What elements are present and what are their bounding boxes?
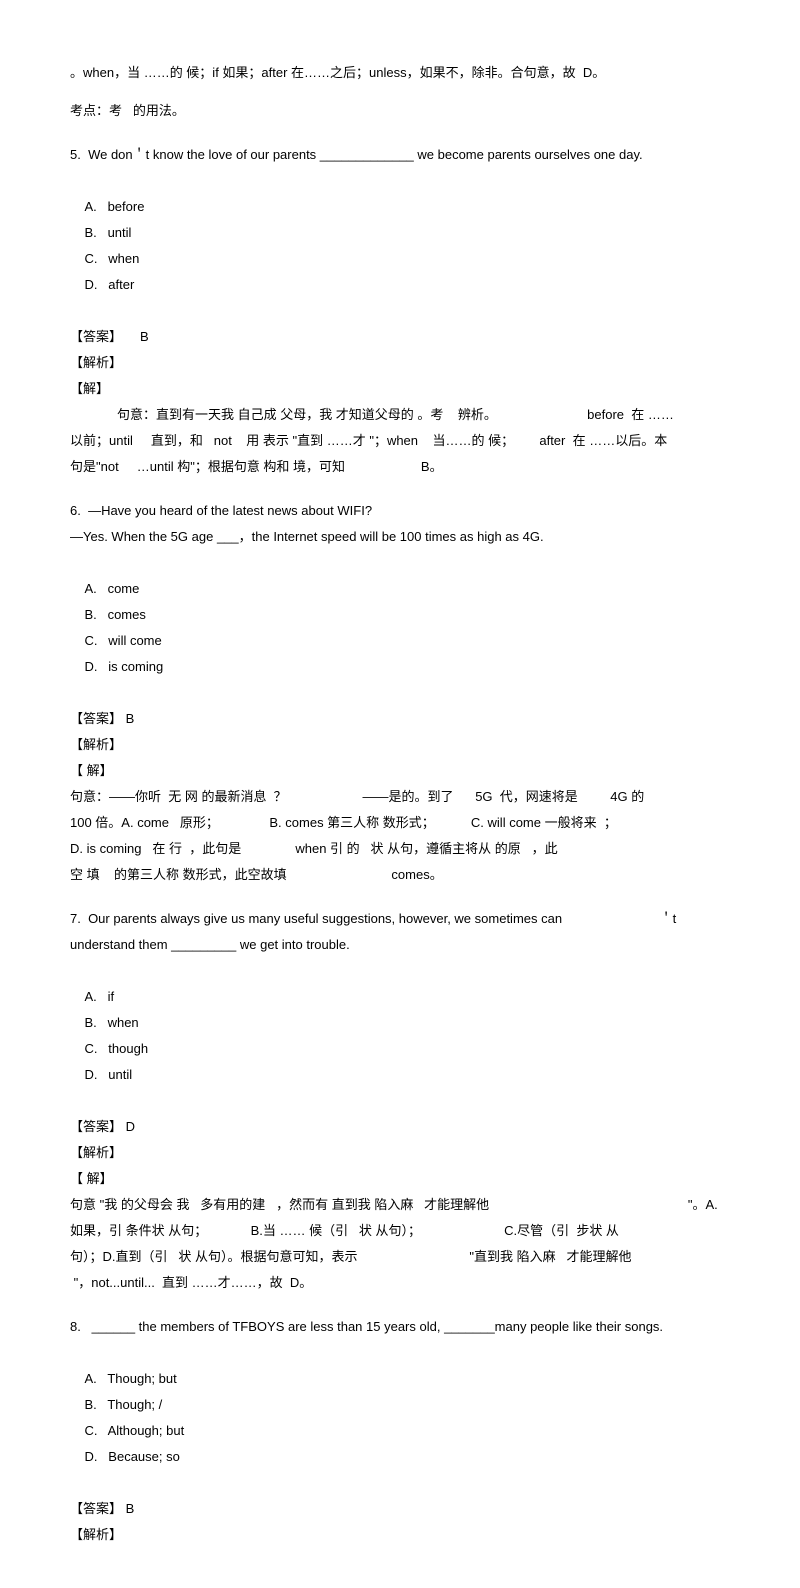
- q5-answer: 【答案】 B: [70, 324, 730, 350]
- q6-l2: 100 倍。A. come 原形； B. comes 第三人称 数形式； C. …: [70, 810, 730, 836]
- q7-stem2: understand them _________ we get into tr…: [70, 932, 730, 958]
- q5-jiexi: 【解析】: [70, 350, 730, 376]
- q7-l3: 句）；D.直到（引 状 从句）。根据句意可知，表示 "直到我 陷入麻 才能理解他: [70, 1244, 730, 1270]
- q6-l3: D. is coming 在 行 ，此句是 when 引 的 状 从句，遵循主将…: [70, 836, 730, 862]
- q7-optB: B. when: [84, 1010, 254, 1036]
- intro-line: 。when，当 ……的 候；if 如果；after 在……之后；unless，如…: [70, 60, 730, 86]
- q5-optB: B. until: [84, 220, 254, 246]
- q6-optB: B. comes: [84, 602, 254, 628]
- q6-stem2: —Yes. When the 5G age ___，the Internet s…: [70, 524, 730, 550]
- q7-l4: "，not...until... 直到 ……才……，故 D。: [70, 1270, 730, 1296]
- q6-l4: 空 填 的第三人称 数形式，此空故填 comes。: [70, 862, 730, 888]
- q8-optD: D. Because; so: [84, 1444, 179, 1470]
- q6-options: A. come B. comes C. will come D. is comi…: [70, 550, 730, 706]
- q7-optC: C. though: [84, 1036, 254, 1062]
- q5-optD: D. after: [84, 272, 134, 298]
- q8-jiexi: 【解析】: [70, 1522, 730, 1548]
- q7-jie: 【 解】: [70, 1166, 730, 1192]
- q8-optA: A. Though; but: [84, 1366, 254, 1392]
- q8-optC: C. Although; but: [84, 1418, 254, 1444]
- q8-stem: 8. ______ the members of TFBOYS are less…: [70, 1314, 730, 1340]
- q7-l2: 如果，引 条件状 从句； B.当 …… 候（引 状 从句）； C.尽管（引 步状…: [70, 1218, 730, 1244]
- q5-l1: 句意：直到有一天我 自己成 父母，我 才知道父母的 。考 辨析。 before …: [70, 402, 730, 428]
- q6-jie: 【 解】: [70, 758, 730, 784]
- q6-optA: A. come: [84, 576, 254, 602]
- q7-optD: D. until: [84, 1062, 132, 1088]
- q7-answer: 【答案】 D: [70, 1114, 730, 1140]
- q5-optA: A. before: [84, 194, 254, 220]
- q5-options: A. before B. until C. when D. after: [70, 168, 730, 324]
- q6-optD: D. is coming: [84, 654, 163, 680]
- q8-answer: 【答案】 B: [70, 1496, 730, 1522]
- q6-jiexi: 【解析】: [70, 732, 730, 758]
- q6-answer: 【答案】 B: [70, 706, 730, 732]
- intro-kaodian: 考点：考 的用法。: [70, 98, 730, 124]
- q5-l3: 句是"not …until 构"；根据句意 构和 境，可知 B。: [70, 454, 730, 480]
- q7-optA: A. if: [84, 984, 254, 1010]
- q8-optB: B. Though; /: [84, 1392, 254, 1418]
- q7-jiexi: 【解析】: [70, 1140, 730, 1166]
- q5-l2: 以前；until 直到，和 not 用 表示 "直到 ……才 "；when 当……: [70, 428, 730, 454]
- page-content: 。when，当 ……的 候；if 如果；after 在……之后；unless，如…: [0, 0, 800, 1588]
- q7-l1: 句意 "我 的父母会 我 多有用的建 ，然而有 直到我 陷入麻 才能理解他 "。…: [70, 1192, 730, 1218]
- q6-optC: C. will come: [84, 628, 254, 654]
- q5-jie: 【解】: [70, 376, 730, 402]
- q7-stem1: 7. Our parents always give us many usefu…: [70, 906, 730, 932]
- q5-stem: 5. We don＇t know the love of our parents…: [70, 142, 730, 168]
- q6-l1: 句意：——你听 无 网 的最新消息 ？ ——是的。到了 5G 代，网速将是 4G…: [70, 784, 730, 810]
- q7-options: A. if B. when C. though D. until: [70, 958, 730, 1114]
- q8-options: A. Though; but B. Though; / C. Although;…: [70, 1340, 730, 1496]
- q6-stem1: 6. —Have you heard of the latest news ab…: [70, 498, 730, 524]
- q5-optC: C. when: [84, 246, 254, 272]
